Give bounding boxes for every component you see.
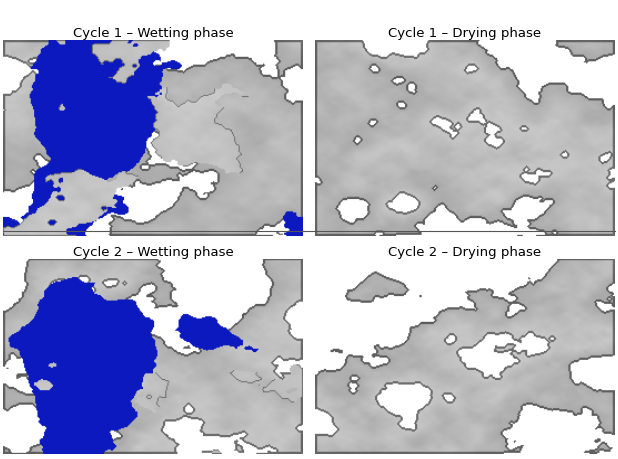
Title: Cycle 1 – Drying phase: Cycle 1 – Drying phase (388, 27, 541, 40)
Title: Cycle 1 – Wetting phase: Cycle 1 – Wetting phase (73, 27, 234, 40)
Title: Cycle 2 – Drying phase: Cycle 2 – Drying phase (388, 246, 541, 258)
Title: Cycle 2 – Wetting phase: Cycle 2 – Wetting phase (73, 246, 234, 258)
